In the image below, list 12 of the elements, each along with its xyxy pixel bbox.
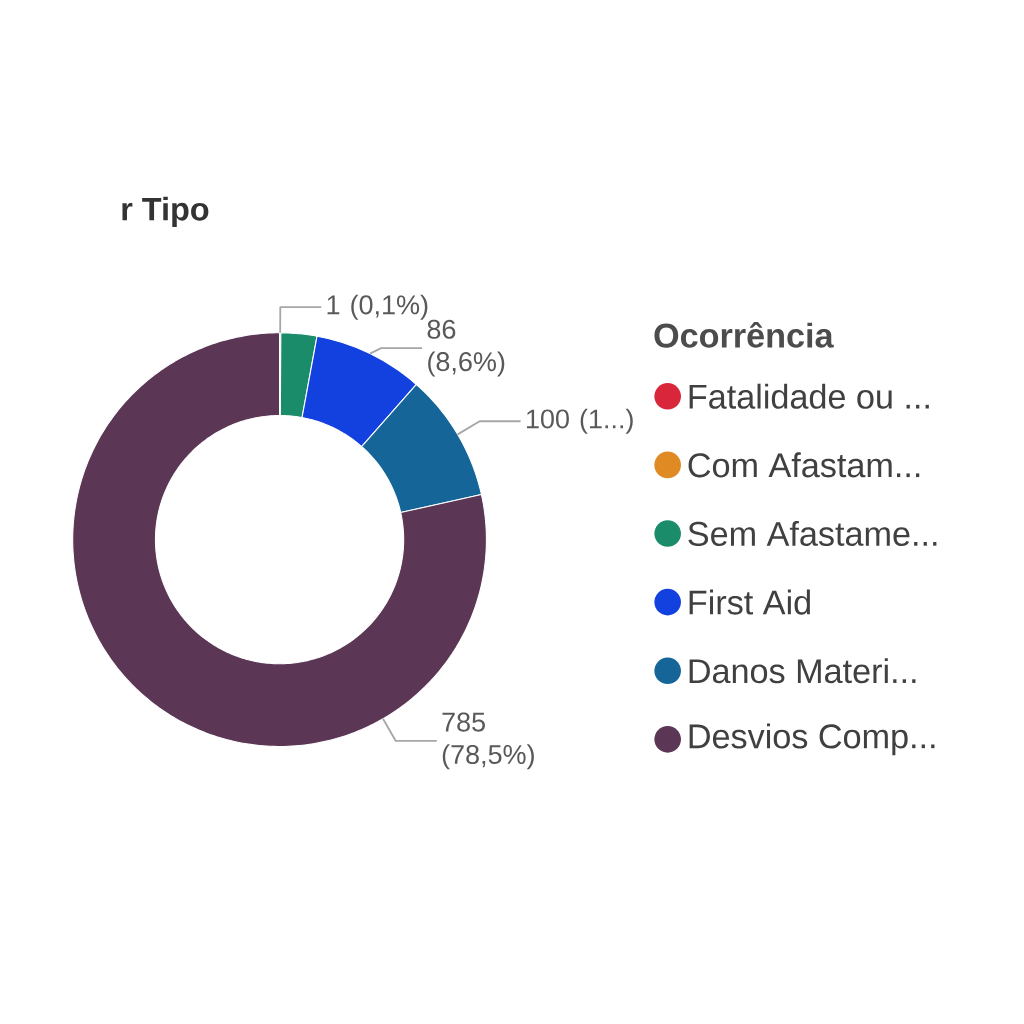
legend-label: Sem Afastame... xyxy=(688,520,937,547)
legend-title: Ocorrência xyxy=(654,321,834,348)
legend-label: First Aid xyxy=(689,589,810,615)
data-label: 1 (0,1%) xyxy=(327,294,428,320)
legend-label: Danos Materi... xyxy=(689,658,916,684)
chart-title: r Tipo xyxy=(122,196,209,228)
legend-label: Fatalidade ou ... xyxy=(689,383,929,409)
data-label: 100 (1...) xyxy=(526,408,633,434)
data-label: 86 (8,6%) xyxy=(427,319,505,377)
legend-label: Desvios Comp... xyxy=(689,723,935,756)
legend-label: Com Afastam... xyxy=(688,452,920,478)
data-label: 785 (78,5%) xyxy=(442,712,534,770)
